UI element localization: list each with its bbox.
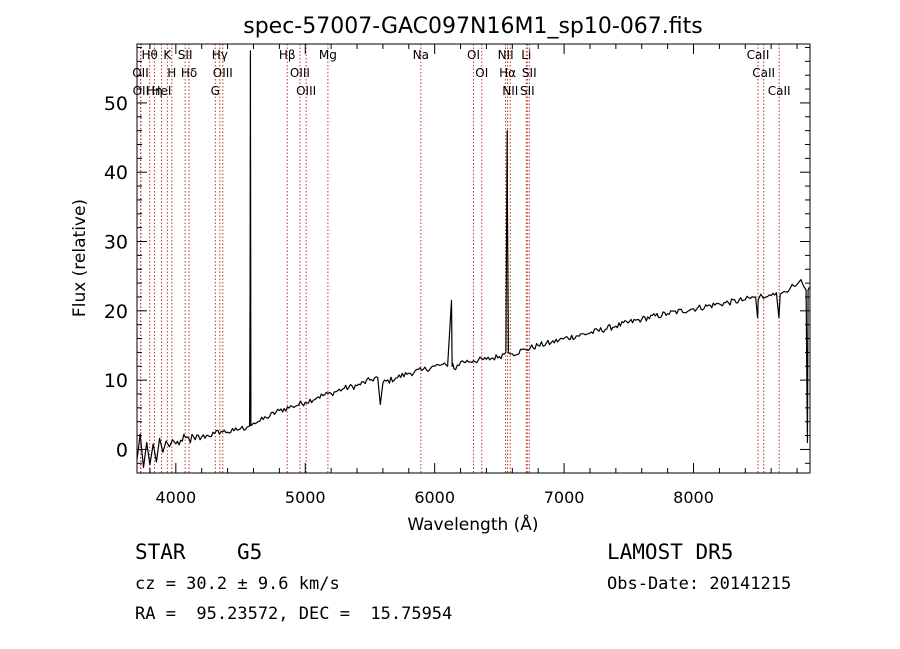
spectral-line-label: Mg bbox=[319, 48, 337, 62]
y-tick-label: 40 bbox=[104, 162, 128, 184]
spectral-line-label: CaII bbox=[768, 84, 791, 98]
spectral-line-label: Hγ bbox=[212, 48, 228, 62]
spectral-line-label: CaII bbox=[752, 66, 775, 80]
survey-release: LAMOST DR5 bbox=[607, 540, 734, 564]
spectral-line-label: OIII bbox=[213, 66, 233, 80]
observation-date: Obs-Date: 20141215 bbox=[607, 574, 792, 594]
spectral-line-label: Hα bbox=[499, 66, 516, 80]
spectral-line-label: OII bbox=[132, 66, 149, 80]
spectral-line-label: OI bbox=[467, 48, 480, 62]
redshift-velocity: cz = 30.2 ± 9.6 km/s bbox=[135, 574, 340, 594]
x-tick-label: 4000 bbox=[155, 488, 196, 507]
spectral-line-label: OI bbox=[475, 66, 488, 80]
x-tick-label: 6000 bbox=[414, 488, 455, 507]
spectral-line-label: G bbox=[211, 84, 220, 98]
x-axis-label: Wavelength (Å) bbox=[407, 513, 538, 535]
x-tick-label: 5000 bbox=[285, 488, 326, 507]
y-tick-label: 10 bbox=[104, 370, 128, 392]
object-subclass: G5 bbox=[237, 540, 263, 564]
spectral-line-label: Hη bbox=[146, 84, 163, 98]
object-class: STAR bbox=[135, 540, 186, 564]
axis-ticks bbox=[137, 44, 810, 473]
spectral-line-label: H bbox=[167, 66, 176, 80]
spectral-line-label: NII bbox=[498, 48, 514, 62]
spectral-line-label: SII bbox=[522, 66, 537, 80]
spectral-line-label: Hβ bbox=[279, 48, 296, 62]
spectral-line-label: OIII bbox=[296, 84, 316, 98]
spectral-line-label: OIII bbox=[290, 66, 310, 80]
spectrum-series-line bbox=[136, 50, 810, 469]
spectral-line-label: K bbox=[163, 48, 172, 62]
spectral-line-label: SII bbox=[520, 84, 535, 98]
chart-title: spec-57007-GAC097N16M1_sp10-067.fits bbox=[243, 14, 703, 39]
axis-tick-labels: 4000 5000 6000 7000 8000 0 10 20 30 40 50 bbox=[104, 93, 714, 507]
spectral-line-markers bbox=[139, 44, 780, 473]
spectral-line-label: Hδ bbox=[181, 66, 197, 80]
sky-coordinates: RA = 95.23572, DEC = 15.75954 bbox=[135, 604, 453, 624]
spectral-line-label: SII bbox=[178, 48, 193, 62]
spectral-line-label: NII bbox=[502, 84, 518, 98]
plot-frame bbox=[136, 43, 811, 474]
spectral-line-label: Hθ bbox=[141, 48, 157, 62]
spectral-line-label: CaII bbox=[747, 48, 770, 62]
x-tick-label: 7000 bbox=[544, 488, 585, 507]
y-axis-label: Flux (relative) bbox=[70, 199, 90, 317]
spectral-line-label: Na bbox=[413, 48, 429, 62]
y-tick-label: 0 bbox=[116, 439, 128, 461]
spectral-line-label: HeI bbox=[151, 84, 171, 98]
y-tick-label: 20 bbox=[104, 301, 128, 323]
y-tick-label: 50 bbox=[104, 93, 128, 115]
y-tick-label: 30 bbox=[104, 232, 128, 254]
x-tick-label: 8000 bbox=[673, 488, 714, 507]
spectral-line-label: Li bbox=[521, 48, 531, 62]
